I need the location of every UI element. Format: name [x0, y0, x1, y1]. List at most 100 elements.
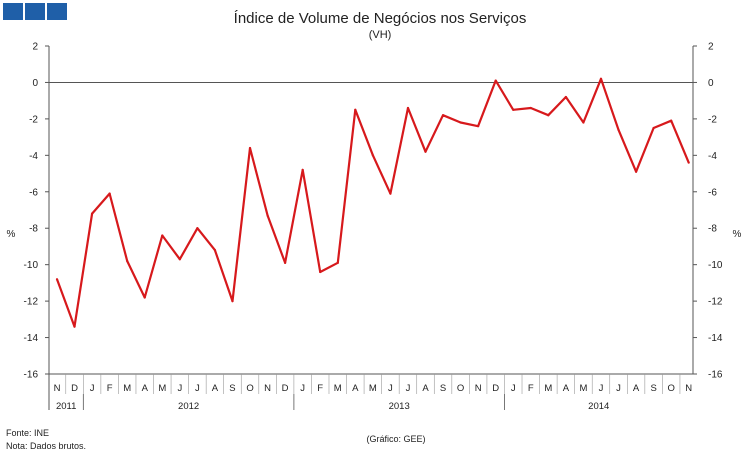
- x-tick-label-month: O: [667, 383, 674, 394]
- x-tick-label-month: A: [563, 383, 570, 394]
- x-tick-label-month: J: [388, 383, 393, 394]
- data-point: [336, 261, 339, 264]
- x-tick-label-year: 2014: [588, 401, 609, 412]
- data-point: [284, 261, 287, 264]
- data-point: [266, 214, 269, 217]
- y-tick-label-left: -10: [24, 260, 39, 271]
- x-tick-label-month: D: [71, 383, 78, 394]
- data-point: [424, 150, 427, 153]
- y-tick-label-left: -2: [29, 114, 38, 125]
- y-tick-label-left: -12: [24, 297, 39, 308]
- x-tick-label-month: A: [633, 383, 640, 394]
- y-axis-label-left: %: [7, 229, 16, 240]
- x-tick-label-month: F: [317, 383, 323, 394]
- x-tick-label-month: D: [282, 383, 289, 394]
- data-point: [441, 114, 445, 117]
- x-tick-label-month: O: [246, 383, 253, 394]
- y-tick-label-left: 0: [32, 78, 38, 89]
- y-tick-label-left: -4: [29, 151, 38, 162]
- data-point: [354, 108, 357, 111]
- data-point: [213, 248, 217, 252]
- x-tick-label-month: M: [334, 383, 342, 394]
- data-point: [231, 300, 234, 303]
- data-point: [582, 121, 585, 124]
- x-tick-label-month: D: [492, 383, 499, 394]
- y-tick-label-right: -2: [708, 114, 717, 125]
- data-point: [670, 119, 673, 122]
- x-tick-label-year: 2013: [389, 401, 410, 412]
- x-tick-label-month: S: [650, 383, 656, 394]
- data-point: [652, 126, 655, 130]
- y-tick-label-right: 0: [708, 78, 714, 89]
- data-point: [564, 95, 567, 99]
- x-tick-label-month: M: [158, 383, 166, 394]
- x-tick-label-month: N: [685, 383, 692, 394]
- x-tick-label-year: 2011: [56, 401, 76, 412]
- chart-subtitle: (VH): [369, 29, 392, 41]
- data-point: [599, 77, 603, 80]
- x-tick-label-month: J: [511, 383, 516, 394]
- y-tick-label-right: 2: [708, 42, 714, 53]
- y-tick-label-left: -8: [29, 224, 38, 235]
- x-tick-label-month: N: [475, 383, 482, 394]
- x-tick-label-month: M: [369, 383, 377, 394]
- x-tick-label-month: M: [579, 383, 587, 394]
- x-tick-label-month: M: [544, 383, 552, 394]
- data-point: [547, 114, 550, 117]
- logo-block: [3, 3, 23, 20]
- plot-frame: [48, 46, 694, 410]
- y-axis-label-right: %: [733, 229, 742, 240]
- source-note: Fonte: INE: [6, 428, 49, 438]
- x-tick-label-month: F: [107, 383, 113, 394]
- data-point: [389, 192, 392, 195]
- x-tick-label-month: J: [90, 383, 95, 394]
- data-point: [248, 146, 252, 150]
- y-tick-label-left: 2: [32, 42, 38, 53]
- x-tick-label-month: A: [212, 383, 219, 394]
- data-point: [529, 106, 532, 110]
- x-tick-label-month: S: [229, 383, 235, 394]
- x-tick-label-month: A: [352, 383, 359, 394]
- data-point: [301, 168, 304, 172]
- data-point: [55, 278, 59, 281]
- y-tick-label-right: -16: [708, 370, 723, 381]
- y-tick-label-right: -14: [708, 333, 723, 344]
- data-point: [512, 108, 515, 111]
- data-point: [143, 296, 146, 299]
- x-tick-label-month: A: [422, 383, 429, 394]
- x-tick-label-month: J: [616, 383, 621, 394]
- series-layer: [55, 77, 690, 328]
- data-point: [178, 258, 181, 261]
- y-tick-label-right: -8: [708, 224, 717, 235]
- x-tick-label-month: N: [264, 383, 271, 394]
- chart-title: Índice de Volume de Negócios nos Serviço…: [234, 10, 527, 27]
- y-tick-label-left: -16: [24, 370, 39, 381]
- data-point: [406, 106, 410, 110]
- x-tick-label-month: J: [300, 383, 305, 394]
- data-point: [161, 234, 164, 237]
- x-tick-label-month: J: [177, 383, 182, 394]
- y-tick-label-right: -4: [708, 151, 717, 162]
- x-tick-label-month: N: [54, 383, 61, 394]
- y-tick-label-left: -6: [29, 187, 38, 198]
- chart-credit: (Gráfico: GEE): [366, 434, 425, 444]
- data-point: [196, 227, 199, 230]
- data-point: [108, 192, 111, 195]
- x-tick-label-month: J: [406, 383, 411, 394]
- x-tick-label-year: 2012: [178, 401, 199, 412]
- y-tick-label-right: -12: [708, 297, 723, 308]
- logo: [3, 3, 67, 20]
- x-tick-label-month: A: [142, 383, 149, 394]
- data-point: [494, 79, 497, 82]
- series-line: [55, 77, 690, 328]
- data-note: Nota: Dados brutos.: [6, 441, 86, 451]
- data-point: [371, 154, 374, 157]
- y-tick-label-left: -14: [24, 333, 39, 344]
- x-tick-label-month: J: [599, 383, 604, 394]
- data-point: [90, 212, 94, 215]
- logo-block: [25, 3, 45, 20]
- x-tick-label-month: M: [123, 383, 131, 394]
- x-tick-label-month: F: [528, 383, 534, 394]
- data-point: [617, 128, 620, 131]
